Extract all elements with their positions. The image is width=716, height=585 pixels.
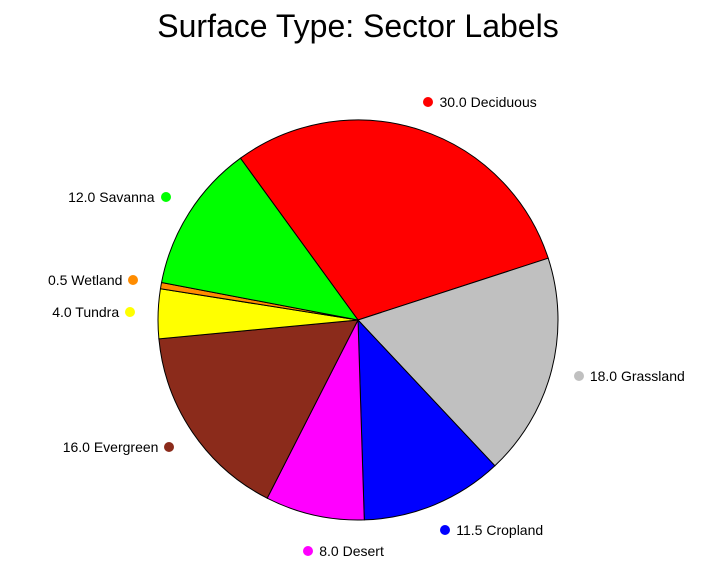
pie-label-dot	[440, 525, 450, 535]
pie-chart-container: Surface Type: Sector Labels 30.0 Deciduo…	[0, 0, 716, 585]
pie-label-text: 18.0 Grassland	[590, 368, 685, 384]
pie-label-dot	[303, 546, 313, 556]
pie-chart-svg	[0, 0, 716, 585]
pie-label-cropland: 11.5 Cropland	[440, 522, 543, 538]
pie-label-savanna: 12.0 Savanna	[68, 189, 170, 205]
pie-label-text: 0.5 Wetland	[48, 272, 122, 288]
pie-label-evergreen: 16.0 Evergreen	[63, 439, 175, 455]
pie-label-text: 11.5 Cropland	[456, 522, 543, 538]
pie-label-wetland: 0.5 Wetland	[48, 272, 138, 288]
pie-label-text: 30.0 Deciduous	[439, 94, 536, 110]
pie-label-tundra: 4.0 Tundra	[52, 304, 135, 320]
pie-label-dot	[161, 192, 171, 202]
pie-label-text: 12.0 Savanna	[68, 189, 154, 205]
pie-label-dot	[164, 442, 174, 452]
pie-label-text: 4.0 Tundra	[52, 304, 119, 320]
pie-label-dot	[574, 371, 584, 381]
pie-label-dot	[128, 275, 138, 285]
pie-label-deciduous: 30.0 Deciduous	[423, 94, 536, 110]
pie-label-desert: 8.0 Desert	[303, 543, 384, 559]
pie-label-text: 16.0 Evergreen	[63, 439, 159, 455]
pie-label-dot	[423, 97, 433, 107]
pie-label-dot	[125, 307, 135, 317]
pie-label-text: 8.0 Desert	[319, 543, 384, 559]
pie-label-grassland: 18.0 Grassland	[574, 368, 685, 384]
